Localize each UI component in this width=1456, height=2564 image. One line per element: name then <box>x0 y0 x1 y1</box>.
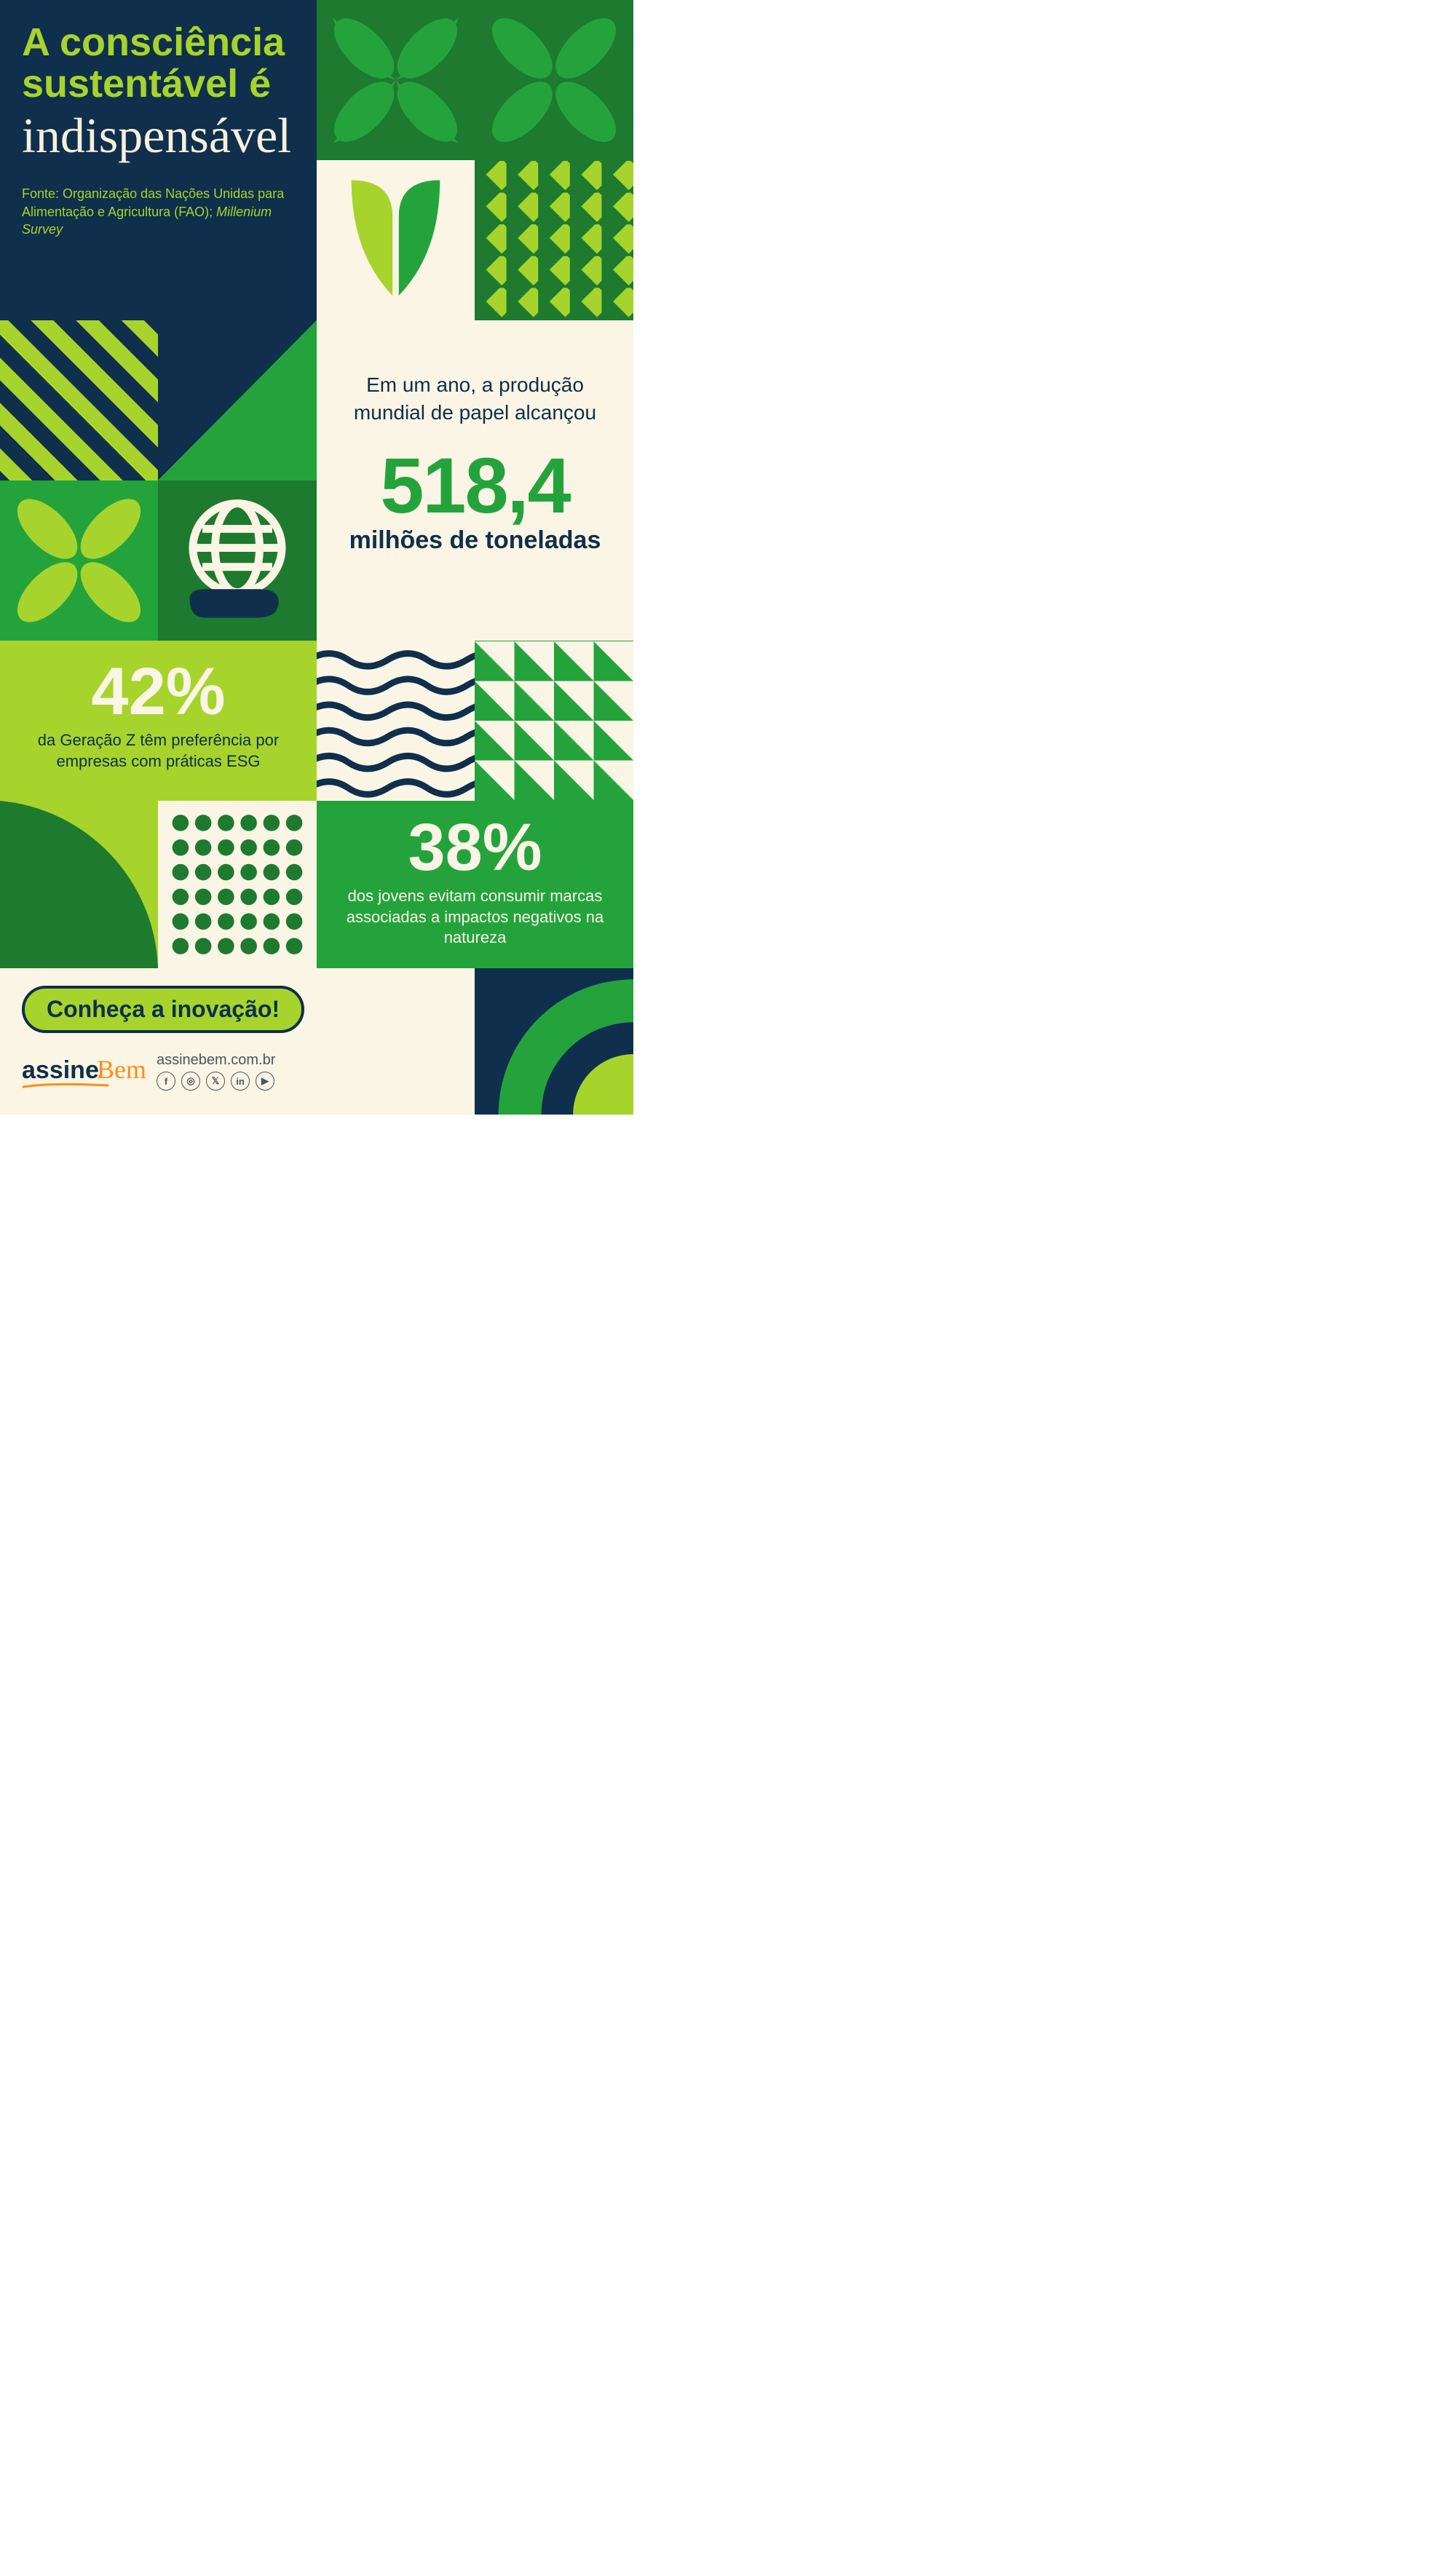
social-icon[interactable]: ▶ <box>256 1072 274 1091</box>
stat-42-desc: da Geração Z têm preferência por empresa… <box>25 730 292 772</box>
globe-hand-icon <box>158 480 317 641</box>
waves-icon <box>317 641 475 801</box>
quarter-circle-icon <box>0 801 158 968</box>
leaf-tile <box>317 160 475 320</box>
paper-value: 518,4 <box>339 440 612 531</box>
brand-contact: assinebem.com.br f ◎ 𝕏in ▶ <box>157 1052 275 1091</box>
footer-block: Conheça a inovação! assine.Bem assinebem… <box>0 968 475 1115</box>
source-text: Fonte: Organização das Nações Unidas par… <box>22 185 295 238</box>
social-icon[interactable]: 𝕏 <box>206 1072 225 1091</box>
dots-grid-icon <box>158 801 317 968</box>
headline-line3: indispensável <box>22 107 295 165</box>
petal-icon <box>317 0 475 160</box>
brand-word1: assine <box>22 1056 99 1084</box>
social-icon[interactable]: in <box>231 1072 250 1091</box>
brand-row: assine.Bem assinebem.com.br f ◎ 𝕏in ▶ <box>22 1052 453 1091</box>
petal-pattern-tile <box>475 0 633 160</box>
arc-icon <box>475 968 633 1115</box>
quarter-circle-tile <box>0 801 158 968</box>
headline-line2: sustentável é <box>22 63 295 105</box>
petal-pattern-tile <box>317 0 475 160</box>
headline-line1: A consciência <box>22 22 295 63</box>
header-block: A consciência sustentável é indispensáve… <box>0 0 317 320</box>
paper-unit: milhões de toneladas <box>339 526 612 555</box>
triangle-pattern-tile <box>475 641 633 801</box>
dots-pattern-tile <box>158 801 317 968</box>
stat-38-value: 38% <box>346 810 604 886</box>
brand-url[interactable]: assinebem.com.br <box>157 1052 275 1069</box>
stat-38-block: 38% dos jovens evitam consumir marcas as… <box>317 801 633 968</box>
petal-icon <box>475 0 633 160</box>
globe-tile <box>158 480 317 641</box>
paper-intro-text: Em um ano, a produção mundial de papel a… <box>339 371 612 427</box>
brand-word2: Bem <box>97 1055 146 1084</box>
waves-pattern-tile <box>317 641 475 801</box>
arc-pattern-tile <box>475 968 633 1115</box>
petal-pattern-tile <box>0 480 158 641</box>
petal-icon <box>0 480 158 641</box>
social-icons-row: f ◎ 𝕏in ▶ <box>157 1072 275 1091</box>
stat-38-desc: dos jovens evitam consumir marcas associ… <box>346 886 604 949</box>
triangle-pattern-tile <box>158 320 317 480</box>
triangle-grid-icon <box>475 641 633 801</box>
infographic-root: A consciência sustentável é indispensáve… <box>0 0 633 1115</box>
stripes-pattern-tile <box>0 320 158 480</box>
social-icon[interactable]: ◎ <box>181 1072 200 1091</box>
social-icon[interactable]: f <box>157 1072 175 1091</box>
diamond-pattern-icon <box>475 160 633 320</box>
diamond-pattern-tile <box>475 160 633 320</box>
cta-button[interactable]: Conheça a inovação! <box>22 986 304 1033</box>
paper-stat-block: Em um ano, a produção mundial de papel a… <box>317 320 633 641</box>
brand-logo: assine.Bem <box>22 1053 146 1090</box>
stat-42-block: 42% da Geração Z têm preferência por emp… <box>0 641 317 801</box>
leaf-icon <box>317 160 475 320</box>
stat-42-value: 42% <box>25 654 292 730</box>
